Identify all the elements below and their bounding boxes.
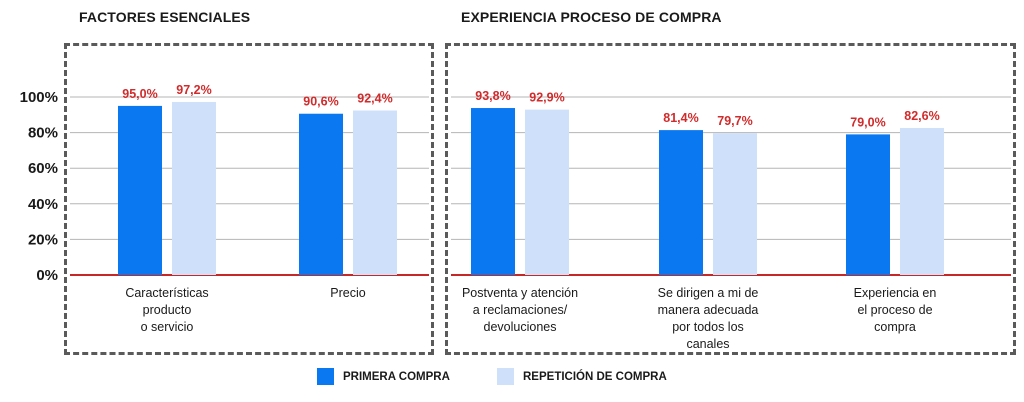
category-label-4: Se dirigen a mi de xyxy=(658,286,759,300)
section-title-factores: FACTORES ESENCIALES xyxy=(79,9,251,25)
category-label-5: Experiencia en xyxy=(854,286,937,300)
y-tick-label: 60% xyxy=(28,160,58,177)
bar-repeticion-1 xyxy=(172,101,216,275)
bar-repeticion-3 xyxy=(525,109,569,275)
category-label-5: compra xyxy=(874,320,916,334)
legend-swatch-repeticion-compra xyxy=(497,368,514,385)
category-label-4: por todos los xyxy=(672,320,744,334)
bar-primera-1 xyxy=(118,105,162,276)
value-label-repeticion-2: 92,4% xyxy=(357,92,392,106)
section-title-experiencia: EXPERIENCIA PROCESO DE COMPRA xyxy=(461,9,722,25)
y-tick-label: 40% xyxy=(28,196,58,213)
y-tick-label: 80% xyxy=(28,125,58,142)
value-label-primera-1: 95,0% xyxy=(122,87,157,101)
legend-label-primera-compra: PRIMERA COMPRA xyxy=(343,370,450,383)
category-label-1: o servicio xyxy=(141,320,194,334)
category-label-1: producto xyxy=(143,303,192,317)
bar-repeticion-5 xyxy=(900,127,944,275)
value-label-repeticion-4: 79,7% xyxy=(717,114,752,128)
value-label-repeticion-5: 82,6% xyxy=(904,109,939,123)
category-label-5: el proceso de xyxy=(857,303,932,317)
category-label-1: Características xyxy=(125,286,208,300)
panel-factores-esenciales xyxy=(64,43,434,355)
y-tick-label: 20% xyxy=(28,231,58,248)
bar-repeticion-4 xyxy=(713,133,757,275)
bar-primera-4 xyxy=(659,130,703,275)
panel-experiencia-proceso xyxy=(445,43,1016,355)
value-label-primera-5: 79,0% xyxy=(850,115,885,129)
y-tick-label: 100% xyxy=(20,89,58,106)
category-label-3: devoluciones xyxy=(484,320,557,334)
value-label-repeticion-1: 97,2% xyxy=(176,83,211,97)
bar-primera-2 xyxy=(299,113,343,276)
value-label-primera-3: 93,8% xyxy=(475,89,510,103)
category-label-4: manera adecuada xyxy=(658,303,759,317)
legend-label-repeticion-compra: REPETICIÓN DE COMPRA xyxy=(523,370,667,383)
value-label-primera-4: 81,4% xyxy=(663,111,698,125)
y-tick-label: 0% xyxy=(36,267,58,284)
value-label-repeticion-3: 92,9% xyxy=(529,91,564,105)
category-label-4: canales xyxy=(686,337,729,351)
bar-primera-5 xyxy=(846,134,890,275)
value-label-primera-2: 90,6% xyxy=(303,95,338,109)
category-label-2: Precio xyxy=(330,286,365,300)
legend-item-primera-compra: PRIMERA COMPRA xyxy=(317,368,450,385)
category-label-3: Postventa y atención xyxy=(462,286,578,300)
legend-item-repeticion-compra: REPETICIÓN DE COMPRA xyxy=(497,368,667,385)
bar-primera-3 xyxy=(471,108,515,275)
legend-swatch-primera-compra xyxy=(317,368,334,385)
category-label-3: a reclamaciones/ xyxy=(473,303,568,317)
bar-repeticion-2 xyxy=(353,110,397,275)
